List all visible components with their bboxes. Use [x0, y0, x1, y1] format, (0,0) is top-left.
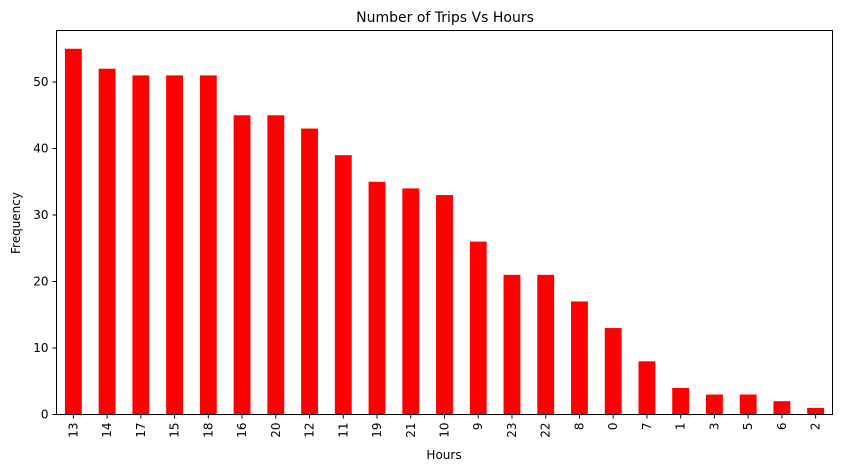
bar-17	[132, 75, 150, 415]
plot-frame	[56, 30, 833, 415]
bar-12	[301, 128, 318, 415]
x-tick-label: 17	[134, 423, 148, 438]
x-axis-title: Hours	[426, 448, 461, 462]
x-tick-label: 11	[336, 423, 350, 438]
bar-21	[402, 188, 420, 415]
bar-8	[571, 301, 588, 415]
bar-18	[199, 75, 217, 415]
x-tick-label: 1	[674, 423, 688, 431]
bar-1	[672, 387, 690, 415]
bar-23	[503, 274, 521, 415]
bar-6	[773, 401, 791, 415]
bar-2	[807, 407, 825, 415]
y-tick-label: 20	[33, 275, 48, 289]
x-tick-label: 8	[572, 423, 586, 431]
bar-22	[537, 274, 555, 415]
bar-3	[705, 394, 723, 415]
bars-group	[64, 48, 825, 415]
x-tick-label: 9	[471, 423, 485, 431]
y-tick-label: 10	[33, 341, 48, 355]
x-tick-label: 2	[809, 423, 823, 431]
x-tick-label: 20	[269, 423, 283, 438]
bar-10	[436, 195, 453, 415]
y-ticks-group: 0 10 20 30 40 50	[33, 75, 57, 422]
bar-19	[368, 181, 386, 415]
x-tick-label: 19	[370, 423, 384, 438]
x-tick-label: 3	[707, 423, 721, 431]
bar-5	[739, 394, 757, 415]
bar-20	[267, 115, 285, 415]
bar-13	[64, 48, 82, 415]
x-tick-label: 5	[741, 423, 755, 431]
bar-9	[469, 241, 487, 415]
x-tick-label: 14	[100, 423, 114, 438]
bar-15	[166, 75, 184, 415]
bar-14	[98, 68, 116, 415]
bar-7	[638, 361, 656, 415]
bar-16	[233, 115, 251, 415]
bar-0	[604, 328, 622, 415]
x-tick-label: 18	[201, 423, 215, 438]
x-tick-label: 21	[404, 423, 418, 438]
y-tick-label: 30	[33, 208, 48, 222]
x-tick-label: 6	[775, 423, 789, 431]
x-tick-label: 13	[66, 423, 80, 438]
y-tick-label: 50	[33, 75, 48, 89]
y-tick-label: 0	[41, 408, 49, 422]
x-tick-label: 12	[303, 423, 317, 438]
x-tick-label: 7	[640, 423, 654, 431]
x-ticks-group: 13 14 17 15 18 16 20 12 11 19 21 10 9 23 22 8 0 7 1 3 5 6 2	[66, 414, 823, 438]
chart-title: Number of Trips Vs Hours	[356, 10, 534, 26]
y-axis-title: Frequency	[9, 192, 23, 254]
x-tick-label: 22	[539, 423, 553, 438]
x-tick-label: 16	[235, 423, 249, 438]
x-tick-label: 10	[438, 423, 452, 438]
bar-11	[334, 155, 352, 415]
x-tick-label: 0	[606, 423, 620, 431]
y-tick-label: 40	[33, 142, 48, 156]
x-tick-label: 15	[168, 423, 182, 438]
x-tick-label: 23	[505, 423, 519, 438]
